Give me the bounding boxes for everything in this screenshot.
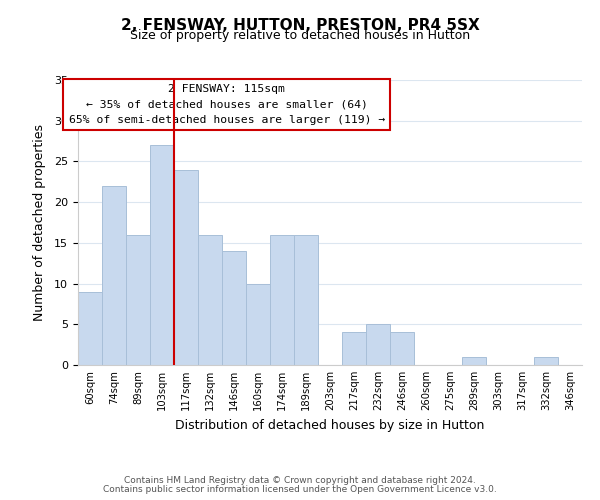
Bar (222, 251, 246, 365)
Text: 2 FENSWAY: 115sqm
← 35% of detached houses are smaller (64)
65% of semi-detached: 2 FENSWAY: 115sqm ← 35% of detached hous… (68, 84, 385, 124)
Bar (534, 357, 558, 365)
Bar (342, 332, 366, 365)
Bar (198, 234, 222, 365)
Bar (174, 170, 198, 365)
Bar (78, 292, 102, 365)
Text: Contains public sector information licensed under the Open Government Licence v3: Contains public sector information licen… (103, 485, 497, 494)
Text: Contains HM Land Registry data © Crown copyright and database right 2024.: Contains HM Land Registry data © Crown c… (124, 476, 476, 485)
X-axis label: Distribution of detached houses by size in Hutton: Distribution of detached houses by size … (175, 418, 485, 432)
Bar (390, 332, 414, 365)
Y-axis label: Number of detached properties: Number of detached properties (33, 124, 46, 321)
Bar (462, 357, 486, 365)
Bar (126, 234, 150, 365)
Bar (366, 324, 390, 365)
Bar (294, 234, 318, 365)
Text: 2, FENSWAY, HUTTON, PRESTON, PR4 5SX: 2, FENSWAY, HUTTON, PRESTON, PR4 5SX (121, 18, 479, 32)
Bar (102, 186, 126, 365)
Bar (246, 284, 270, 365)
Bar (150, 145, 174, 365)
Bar (270, 234, 294, 365)
Text: Size of property relative to detached houses in Hutton: Size of property relative to detached ho… (130, 29, 470, 42)
